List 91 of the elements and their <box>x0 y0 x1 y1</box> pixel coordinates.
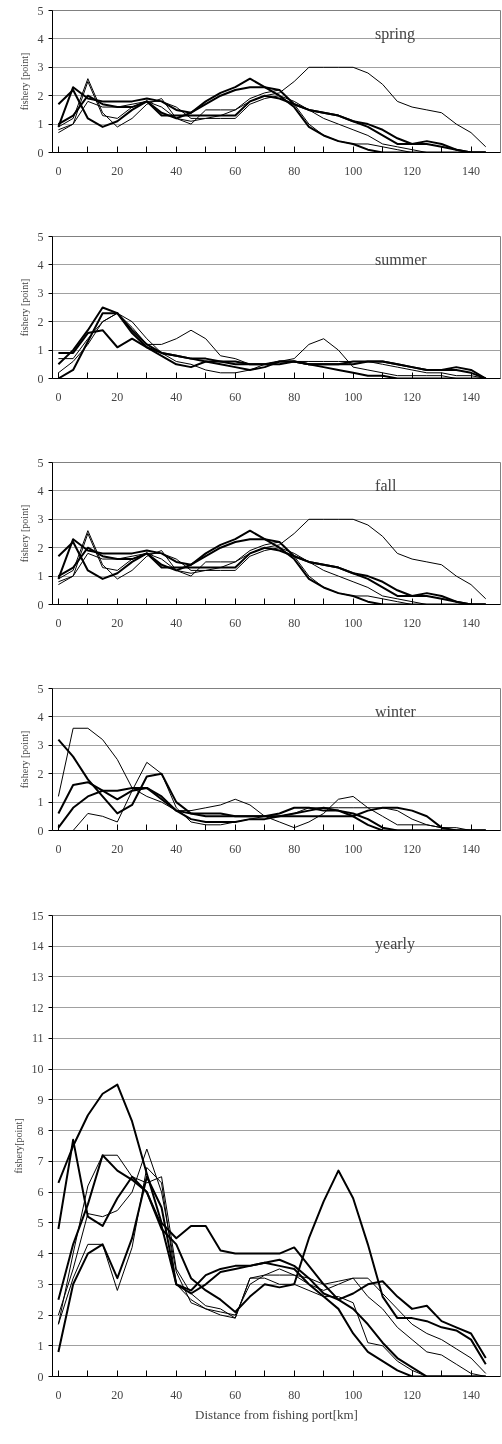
x-tick-label: 0 <box>55 1387 62 1402</box>
x-tick-label: 40 <box>170 1387 183 1402</box>
x-tick-label: 40 <box>170 163 183 178</box>
y-tick-label: 2 <box>37 1308 44 1323</box>
y-tick-label: 3 <box>37 512 44 527</box>
y-tick-label: 8 <box>37 1123 44 1138</box>
y-tick-label: 1 <box>37 117 44 132</box>
y-tick-label: 5 <box>37 1215 44 1230</box>
x-tick-label: 140 <box>462 163 481 178</box>
y-tick-label: 3 <box>37 1277 44 1292</box>
y-axis-title: fishery [point] <box>18 52 30 111</box>
y-tick-label: 5 <box>37 3 44 18</box>
text: spring <box>375 24 416 43</box>
y-tick-label: 0 <box>37 1369 44 1384</box>
y-tick-label: 0 <box>37 823 44 838</box>
text: yearly <box>375 934 416 953</box>
x-tick-label: 40 <box>170 841 183 856</box>
y-tick-label: 4 <box>37 483 44 498</box>
y-tick-label: 2 <box>37 540 44 555</box>
x-tick-label: 20 <box>111 389 124 404</box>
y-tick-label: 3 <box>37 286 44 301</box>
y-tick-label: 5 <box>37 455 44 470</box>
y-tick-label: 0 <box>37 145 44 160</box>
y-tick-label: 4 <box>37 709 44 724</box>
x-tick-label: 60 <box>229 163 242 178</box>
text: winter <box>375 702 417 720</box>
x-tick-label: 120 <box>403 841 422 856</box>
x-tick-label: 100 <box>344 841 363 856</box>
x-tick-label: 60 <box>229 1387 242 1402</box>
y-tick-label: 6 <box>37 1185 44 1200</box>
y-tick-label: 3 <box>37 60 44 75</box>
y-tick-label: 4 <box>37 1246 44 1261</box>
x-tick-label: 120 <box>403 163 422 178</box>
x-tick-label: 140 <box>462 389 481 404</box>
x-tick-label: 80 <box>288 841 301 856</box>
x-tick-label: 40 <box>170 389 183 404</box>
y-axis-title: fishery[point] <box>12 1118 24 1174</box>
y-axis-title: fishery [point] <box>18 730 30 789</box>
x-tick-label: 60 <box>229 389 242 404</box>
x-tick-label: 40 <box>170 615 183 630</box>
text: fall <box>375 476 397 494</box>
x-tick-label: 80 <box>288 1387 301 1402</box>
y-tick-label: 5 <box>37 229 44 244</box>
x-tick-label: 140 <box>462 615 481 630</box>
x-tick-label: 60 <box>229 841 242 856</box>
y-tick-label: 9 <box>37 1092 44 1107</box>
y-tick-label: 3 <box>37 738 44 753</box>
y-tick-label: 5 <box>37 681 44 696</box>
x-tick-label: 20 <box>111 163 124 178</box>
x-tick-label: 120 <box>403 389 422 404</box>
y-tick-label: 4 <box>37 257 44 272</box>
x-tick-label: 80 <box>288 163 301 178</box>
x-tick-label: 120 <box>403 615 422 630</box>
y-tick-label: 15 <box>31 908 44 923</box>
text: summer <box>375 250 428 268</box>
y-tick-label: 7 <box>37 1154 44 1169</box>
y-tick-label: 1 <box>37 795 44 810</box>
x-tick-label: 0 <box>55 615 62 630</box>
y-tick-label: 14 <box>31 939 44 954</box>
y-tick-label: 11 <box>31 1031 44 1046</box>
y-tick-label: 0 <box>37 597 44 612</box>
x-axis-title: Distance from fishing port[km] <box>195 1406 358 1422</box>
x-tick-label: 0 <box>55 389 62 404</box>
x-tick-label: 0 <box>55 163 62 178</box>
y-tick-label: 0 <box>37 371 44 386</box>
y-tick-label: 2 <box>37 314 44 329</box>
y-tick-label: 4 <box>37 31 44 46</box>
x-tick-label: 140 <box>462 841 481 856</box>
y-tick-label: 13 <box>31 969 44 984</box>
x-tick-label: 100 <box>344 1387 363 1402</box>
y-tick-label: 1 <box>37 569 44 584</box>
y-axis-title: fishery [point] <box>18 278 30 337</box>
x-tick-label: 20 <box>111 615 124 630</box>
y-tick-label: 1 <box>37 1338 44 1353</box>
x-tick-label: 80 <box>288 389 301 404</box>
y-tick-label: 10 <box>31 1062 44 1077</box>
x-tick-label: 100 <box>344 163 363 178</box>
x-tick-label: 80 <box>288 615 301 630</box>
y-tick-label: 2 <box>37 88 44 103</box>
y-tick-label: 1 <box>37 343 44 358</box>
y-tick-label: 12 <box>31 1000 44 1015</box>
x-tick-label: 20 <box>111 841 124 856</box>
x-tick-label: 60 <box>229 615 242 630</box>
x-tick-label: 140 <box>462 1387 481 1402</box>
y-axis-title: fishery [point] <box>18 504 30 563</box>
x-tick-label: 100 <box>344 615 363 630</box>
y-tick-label: 2 <box>37 766 44 781</box>
x-tick-label: 100 <box>344 389 363 404</box>
x-tick-label: 0 <box>55 841 62 856</box>
x-tick-label: 120 <box>403 1387 422 1402</box>
x-tick-label: 20 <box>111 1387 124 1402</box>
